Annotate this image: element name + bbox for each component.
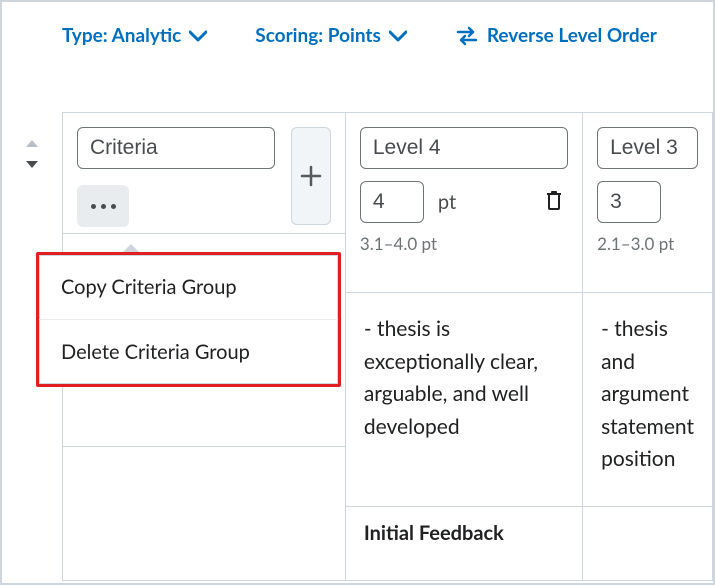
copy-criteria-group-item[interactable]: Copy Criteria Group [39,255,338,319]
plus-icon [300,165,322,187]
criteria-actions-menu: Copy Criteria Group Delete Criteria Grou… [36,252,341,387]
criteria-name-input[interactable] [77,127,275,169]
chevron-down-icon [389,30,407,42]
delete-level-button[interactable] [540,185,568,219]
level-range: 2.1–3.0 pt [597,233,698,254]
scoring-label: Scoring: Points [255,24,381,47]
sort-down-icon[interactable] [24,159,40,171]
trash-icon [544,189,564,211]
delete-criteria-group-item[interactable]: Delete Criteria Group [39,319,338,384]
level-points-input[interactable] [360,181,424,223]
feedback-label [583,507,712,535]
level-name-input[interactable] [597,127,698,169]
type-dropdown-button[interactable]: Type: Analytic [62,24,207,47]
scoring-dropdown-button[interactable]: Scoring: Points [255,24,407,47]
chevron-down-icon [189,30,207,42]
points-suffix: pt [438,190,456,214]
level-description[interactable]: - thesis is exceptionally clear, arguabl… [346,293,582,507]
level-points-input[interactable] [597,181,661,223]
level-range: 3.1–4.0 pt [360,233,568,254]
type-label: Type: Analytic [62,24,181,47]
reverse-level-order-button[interactable]: Reverse Level Order [455,24,657,47]
level-name-input[interactable] [360,127,568,169]
ellipsis-icon [91,204,116,209]
add-level-button[interactable] [291,127,331,225]
criteria-actions-button[interactable] [77,185,129,227]
feedback-label: Initial Feedback [346,507,582,559]
level-description[interactable]: - thesis and argument statement position [583,293,712,507]
swap-icon [455,26,479,46]
sort-up-icon[interactable] [24,137,40,149]
reverse-label: Reverse Level Order [487,24,657,47]
